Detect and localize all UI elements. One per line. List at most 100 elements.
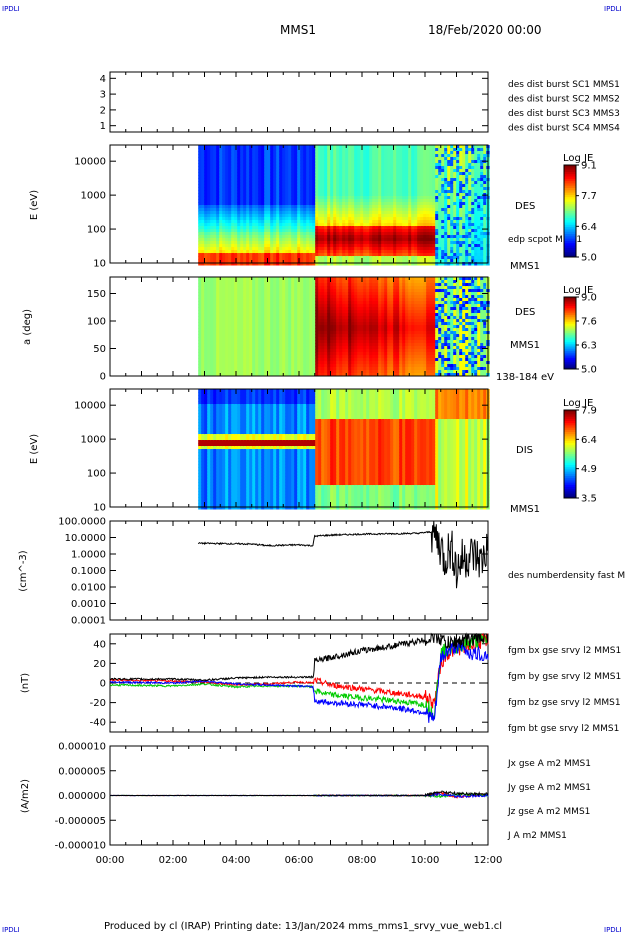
des-energy-cell bbox=[447, 223, 451, 227]
des-pitch-cell bbox=[237, 343, 241, 347]
des-energy-cell bbox=[240, 172, 244, 176]
des-energy-cell bbox=[429, 175, 433, 179]
des-energy-cell bbox=[246, 241, 250, 245]
des-energy-cell bbox=[444, 247, 448, 251]
des-energy-cell bbox=[294, 262, 298, 266]
des-energy-cell bbox=[318, 253, 322, 257]
des-energy-cell bbox=[429, 223, 433, 227]
des-pitch-cell bbox=[279, 328, 283, 332]
des-energy-cell bbox=[471, 157, 475, 161]
des-energy-cell bbox=[264, 262, 268, 266]
des-energy-cell bbox=[279, 235, 283, 239]
des-pitch-cell bbox=[276, 292, 280, 296]
des-energy-cell bbox=[462, 154, 466, 158]
des-energy-cell bbox=[219, 220, 223, 224]
des-pitch-cell bbox=[240, 352, 244, 356]
des-pitch-cell bbox=[204, 337, 208, 341]
des-pitch-cell bbox=[243, 304, 247, 308]
des-pitch-cell bbox=[258, 304, 262, 308]
des-energy-cell bbox=[453, 205, 457, 209]
des-pitch-cell bbox=[243, 364, 247, 368]
des-energy-cell bbox=[414, 220, 418, 224]
des-energy-cell bbox=[273, 253, 277, 257]
des-energy-cell bbox=[336, 253, 340, 257]
des-energy-cell bbox=[369, 259, 373, 263]
des-energy-cell bbox=[255, 235, 259, 239]
des-energy-cell bbox=[276, 190, 280, 194]
des-energy-cell bbox=[435, 241, 439, 245]
des-energy-cell bbox=[243, 232, 247, 236]
des-energy-cell bbox=[279, 241, 283, 245]
des-energy-cell bbox=[354, 226, 358, 230]
des-energy-cell bbox=[339, 193, 343, 197]
des-pitch-cell bbox=[252, 355, 256, 359]
des-energy-cell bbox=[234, 193, 238, 197]
des-pitch-cell bbox=[219, 313, 223, 317]
des-energy-side-label-1: DES bbox=[515, 201, 535, 212]
des-energy-cell bbox=[327, 220, 331, 224]
des-energy-cell bbox=[207, 154, 211, 158]
des-energy-cell bbox=[441, 196, 445, 200]
des-pitch-cell bbox=[243, 373, 247, 377]
des-energy-cell bbox=[318, 247, 322, 251]
des-pitch-cell bbox=[216, 334, 220, 338]
des-energy-cell bbox=[333, 184, 337, 188]
des-energy-cell bbox=[345, 235, 349, 239]
des-energy-cell bbox=[369, 220, 373, 224]
des-energy-cell bbox=[276, 193, 280, 197]
des-energy-cell bbox=[372, 262, 376, 266]
des-pitch-cell bbox=[261, 364, 265, 368]
des-energy-ytick-label: 10 bbox=[93, 259, 106, 270]
des-energy-cell bbox=[468, 220, 472, 224]
des-energy-cell bbox=[330, 163, 334, 167]
des-energy-cell bbox=[282, 220, 286, 224]
des-energy-cell bbox=[453, 247, 457, 251]
availability-legend-3: des dist burst SC3 MMS3 bbox=[508, 109, 620, 119]
des-energy-cell bbox=[282, 166, 286, 170]
des-energy-cell bbox=[414, 178, 418, 182]
des-energy-cell bbox=[270, 226, 274, 230]
des-energy-cell bbox=[207, 253, 211, 257]
des-pitch-cell bbox=[201, 352, 205, 356]
des-energy-cell bbox=[312, 193, 316, 197]
des-energy-cell bbox=[387, 199, 391, 203]
des-energy-cell bbox=[276, 226, 280, 230]
des-energy-cell bbox=[333, 250, 337, 254]
des-energy-cell bbox=[438, 184, 442, 188]
des-energy-cell bbox=[246, 232, 250, 236]
des-energy-cell bbox=[303, 244, 307, 248]
des-energy-cell bbox=[291, 148, 295, 152]
des-energy-cell bbox=[258, 202, 262, 206]
des-energy-cell bbox=[249, 220, 253, 224]
des-energy-cell bbox=[363, 205, 367, 209]
des-energy-cell bbox=[384, 226, 388, 230]
des-energy-cell bbox=[219, 199, 223, 203]
des-energy-cell bbox=[447, 160, 451, 164]
des-energy-cell bbox=[258, 241, 262, 245]
des-energy-cell bbox=[420, 172, 424, 176]
des-energy-cell bbox=[420, 262, 424, 266]
des-pitch-cell bbox=[219, 304, 223, 308]
des-energy-cell bbox=[378, 259, 382, 263]
des-energy-cell bbox=[375, 214, 379, 218]
des-energy-cell bbox=[255, 232, 259, 236]
des-energy-cell bbox=[402, 166, 406, 170]
des-pitch-cell bbox=[234, 337, 238, 341]
des-energy-cell bbox=[303, 184, 307, 188]
des-energy-cell bbox=[393, 262, 397, 266]
des-pitch-cell bbox=[213, 286, 217, 290]
des-energy-cell bbox=[213, 148, 217, 152]
des-energy-cell bbox=[291, 253, 295, 257]
des-energy-cell bbox=[357, 187, 361, 191]
des-energy-cell bbox=[429, 178, 433, 182]
des-energy-cell bbox=[348, 256, 352, 260]
des-energy-cell bbox=[438, 157, 442, 161]
des-energy-cell bbox=[366, 151, 370, 155]
des-energy-cell bbox=[252, 166, 256, 170]
des-energy-cell bbox=[246, 166, 250, 170]
des-pitch-cell bbox=[225, 355, 229, 359]
des-energy-cell bbox=[471, 178, 475, 182]
des-energy-cell bbox=[261, 241, 265, 245]
des-energy-cell bbox=[462, 169, 466, 173]
